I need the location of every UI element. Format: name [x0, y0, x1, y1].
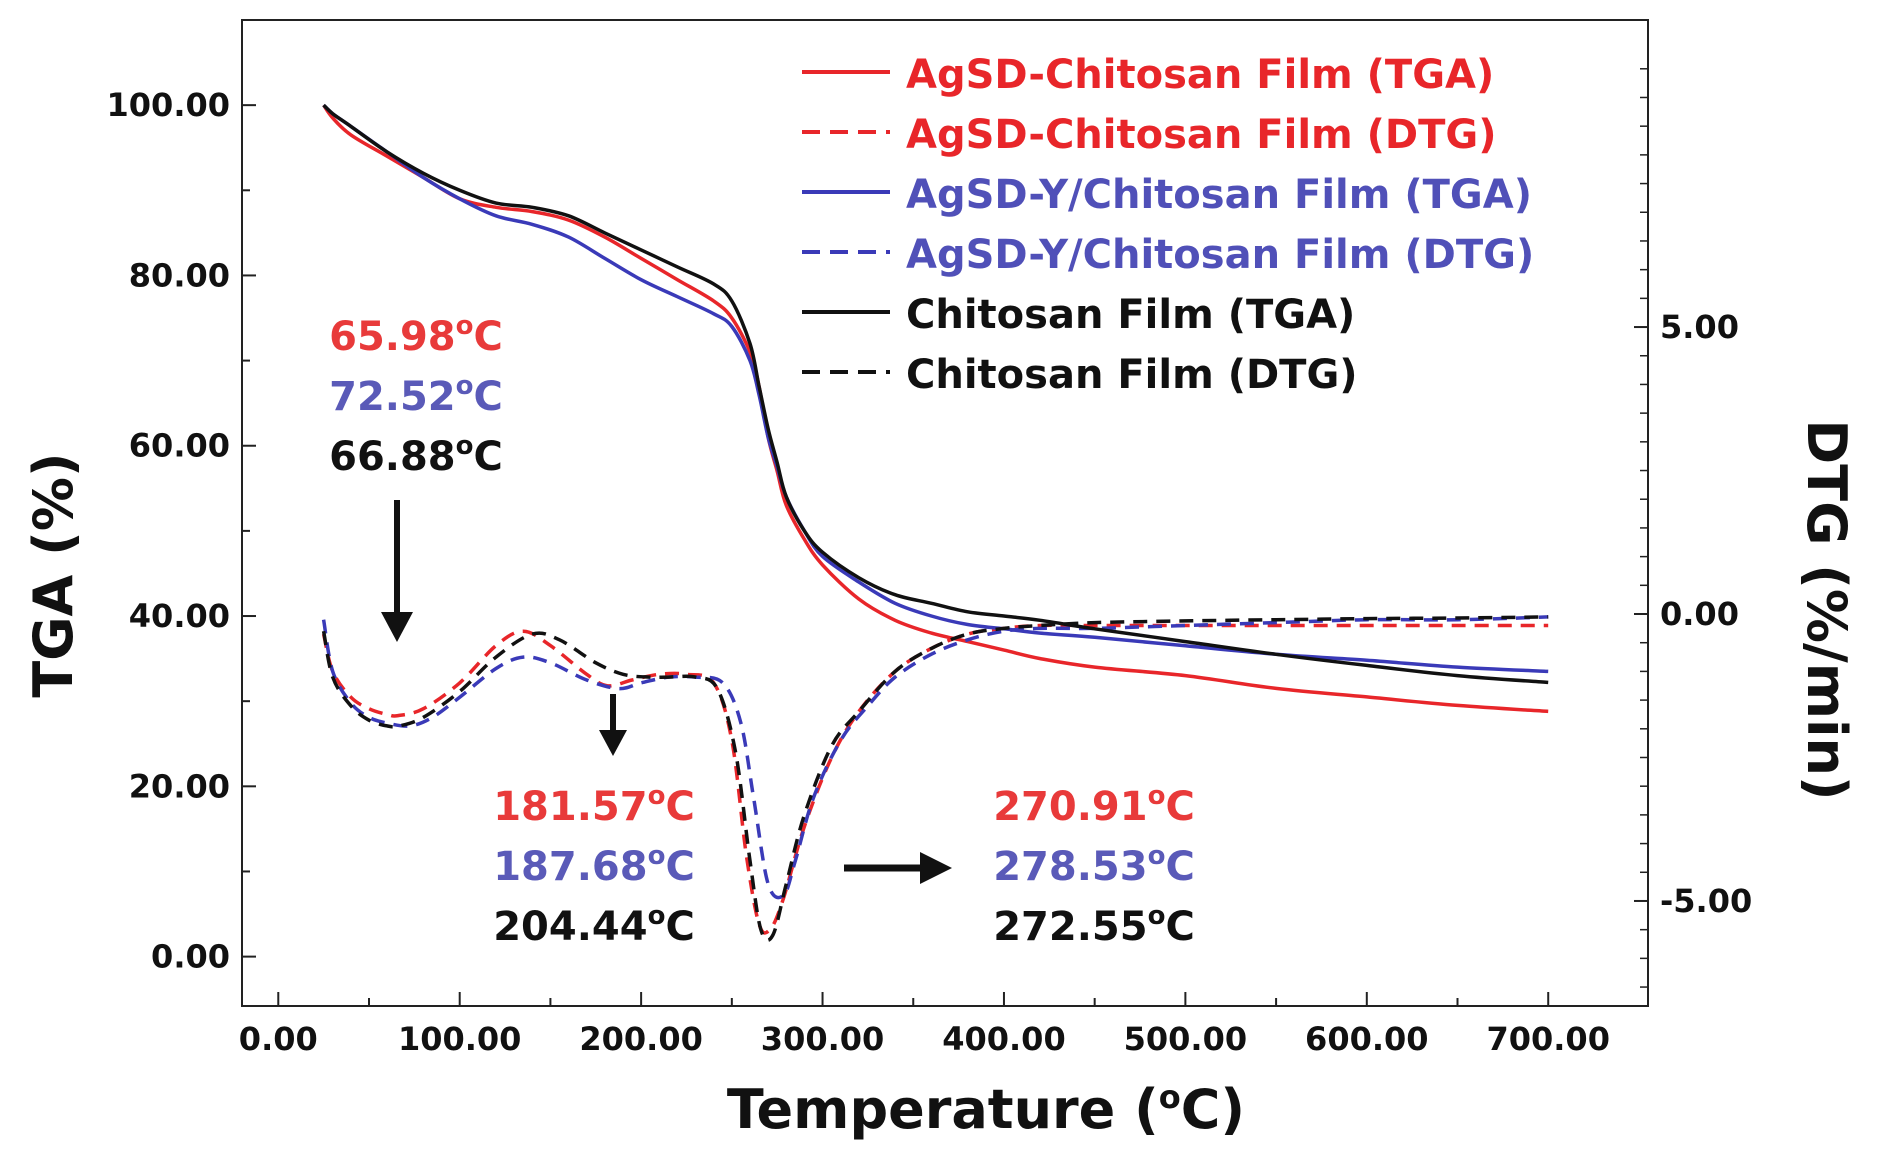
- y2-tick-label: 0.00: [1660, 595, 1739, 633]
- annotation-peak1-blue: 72.52oC: [329, 371, 503, 420]
- x-axis-title: Temperature (oC): [727, 1078, 1245, 1141]
- y-tick-label: 100.00: [107, 86, 230, 124]
- annotation-peak3: 270.91oC 278.53oC 272.55oC: [844, 781, 1195, 950]
- series-5: [321, 615, 1549, 942]
- annotation-peak3-black: 272.55oC: [993, 901, 1195, 950]
- annotation-peak1: 65.98oC 72.52oC 66.88oC: [329, 311, 503, 642]
- y-tick-label: 40.00: [129, 597, 230, 635]
- annotation-arrow-3-head: [920, 852, 952, 884]
- y-tick-label: 20.00: [129, 767, 230, 805]
- legend-label-chitosan-tga: Chitosan Film (TGA): [906, 292, 1355, 338]
- legend-label-agsd-tga: AgSD-Chitosan Film (TGA): [906, 52, 1494, 98]
- annotation-peak1-red: 65.98oC: [329, 311, 503, 360]
- x-tick-label: 100.00: [398, 1020, 521, 1058]
- annotation-peak3-red: 270.91oC: [993, 781, 1195, 830]
- y-axis-title: TGA (%): [22, 452, 85, 697]
- legend-label-chitosan-dtg: Chitosan Film (DTG): [906, 352, 1358, 398]
- tick-layer: 0.00 100.00 200.00 300.00 400.00 500.00 600.00…: [107, 68, 1752, 1058]
- annotation-arrow-1-head: [381, 612, 413, 642]
- y-tick-label: 60.00: [129, 427, 230, 465]
- legend-label-agsdy-dtg: AgSD-Y/Chitosan Film (DTG): [906, 232, 1534, 278]
- x-axis-title-sup: o: [1159, 1078, 1181, 1116]
- annotation-peak2-black: 204.44oC: [493, 901, 695, 950]
- plot-border: [241, 19, 1649, 1007]
- y-tick-label: 0.00: [151, 938, 230, 976]
- series-4: [322, 103, 1549, 685]
- series-2: [322, 103, 1549, 674]
- legend: AgSD-Chitosan Film (TGA) AgSD-Chitosan F…: [802, 52, 1534, 398]
- y2-tick-label: 5.00: [1660, 308, 1739, 346]
- x-axis-title-unit: C): [1181, 1078, 1245, 1141]
- legend-label-agsd-dtg: AgSD-Chitosan Film (DTG): [906, 112, 1497, 158]
- plot-frame: [241, 19, 1649, 1007]
- x-axis-title-text: Temperature (: [727, 1078, 1159, 1141]
- y-tick-label: 80.00: [129, 256, 230, 294]
- y2-axis-title: DTG (%/min): [1795, 419, 1858, 800]
- annotation-peak2-red: 181.57oC: [493, 781, 695, 830]
- annotation-peak2: 181.57oC 187.68oC 204.44oC: [493, 694, 695, 950]
- annotation-arrow-2-head: [599, 730, 627, 756]
- x-tick-label: 700.00: [1486, 1020, 1609, 1058]
- annotation-peak1-black: 66.88oC: [329, 431, 503, 480]
- y2-tick-label: -5.00: [1660, 882, 1752, 920]
- annotation-peak2-blue: 187.68oC: [493, 841, 695, 890]
- x-tick-label: 0.00: [239, 1020, 318, 1058]
- x-tick-label: 200.00: [579, 1020, 702, 1058]
- x-tick-label: 300.00: [761, 1020, 884, 1058]
- annotation-peak3-blue: 278.53oC: [993, 841, 1195, 890]
- x-tick-label: 400.00: [942, 1020, 1065, 1058]
- series-1: [321, 623, 1549, 935]
- series-layer: [321, 103, 1549, 942]
- x-tick-label: 500.00: [1124, 1020, 1247, 1058]
- legend-label-agsdy-tga: AgSD-Y/Chitosan Film (TGA): [906, 172, 1532, 218]
- x-tick-label: 600.00: [1305, 1020, 1428, 1058]
